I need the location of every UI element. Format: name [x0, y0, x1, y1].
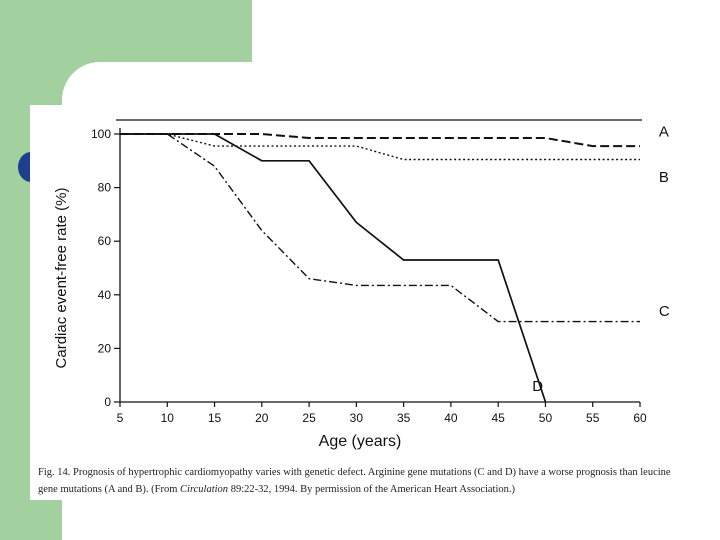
x-tick-label: 10 [161, 411, 175, 425]
x-tick-label: 45 [492, 411, 506, 425]
y-tick-label: 100 [91, 127, 111, 141]
series-label-d: D [532, 378, 543, 395]
series-line-b [120, 133, 640, 161]
x-tick-label: 40 [444, 411, 458, 425]
chart-labels: A B C D [532, 123, 670, 395]
y-tick-label: 60 [98, 234, 112, 248]
survival-chart: 0 20 40 60 80 100 5 10 15 20 25 30 35 40 45 50 55 60 Age (… [53, 119, 670, 450]
y-tick-label: 40 [98, 288, 112, 302]
x-axis-label: Age (years) [319, 433, 402, 450]
x-tick-label: 35 [397, 411, 411, 425]
caption-journal: Circulation [180, 484, 229, 495]
caption-lead: Fig. 14. Prognosis of hypertrophic cardi… [38, 467, 671, 495]
series-line-c [120, 133, 640, 323]
series-label-c: C [659, 303, 670, 320]
x-tick-label: 5 [117, 411, 124, 425]
y-axis-label: Cardiac event-free rate (%) [53, 188, 70, 369]
x-tick-label: 20 [255, 411, 269, 425]
x-tick-label: 60 [633, 411, 647, 425]
chart-axes: 0 20 40 60 80 100 5 10 15 20 25 30 35 40 45 50 55 60 Age (… [53, 119, 647, 450]
x-tick-label: 50 [539, 411, 553, 425]
figure-caption: Fig. 14. Prognosis of hypertrophic cardi… [38, 464, 688, 498]
chart-series [120, 133, 640, 403]
figure: 0 20 40 60 80 100 5 10 15 20 25 30 35 40 45 50 55 60 Age (… [30, 105, 690, 500]
series-label-b: B [659, 169, 669, 186]
caption-tail: 89:22-32, 1994. By permission of the Ame… [228, 484, 516, 495]
y-tick-label: 20 [98, 341, 112, 355]
x-tick-label: 15 [208, 411, 222, 425]
x-tick-label: 55 [586, 411, 600, 425]
x-tick-label: 30 [350, 411, 364, 425]
x-tick-label: 25 [302, 411, 316, 425]
y-tick-label: 80 [98, 181, 112, 195]
series-line-d [120, 133, 547, 403]
y-tick-label: 0 [104, 395, 111, 409]
series-label-a: A [659, 123, 669, 140]
series-line-a [120, 133, 640, 148]
